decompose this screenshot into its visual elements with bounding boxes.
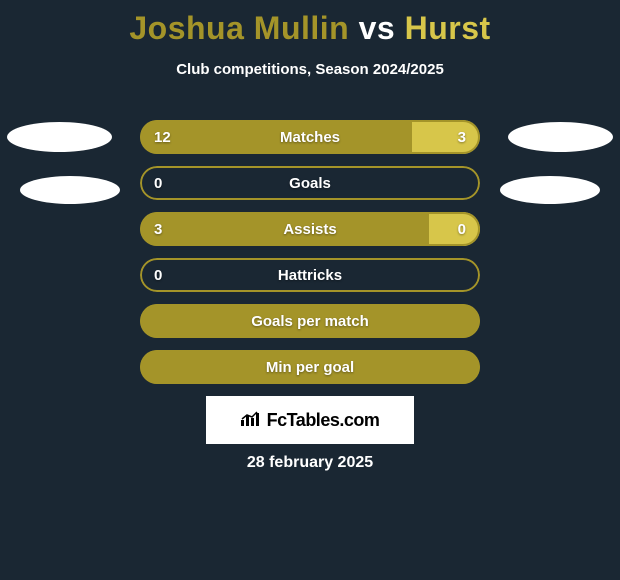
comparison-title: Joshua Mullin vs Hurst [0, 0, 620, 47]
bar-label: Min per goal [140, 350, 480, 384]
stat-bar-row: Assists3 0 [140, 212, 480, 246]
player2-avatar-placeholder-1 [508, 122, 613, 152]
snapshot-date: 28 february 2025 [0, 454, 620, 472]
player1-avatar-placeholder-2 [20, 176, 120, 204]
title-player1: Joshua Mullin [129, 10, 349, 46]
stat-bar-row: Hattricks0 [140, 258, 480, 292]
bar-value-player1: 0 [154, 258, 162, 292]
bar-label: Matches [140, 120, 480, 154]
chart-icon [241, 410, 261, 431]
stat-bars: Matches123Goals0Assists30Hattricks0Goals… [140, 120, 480, 396]
bar-value-player2: 3 [458, 120, 466, 154]
bar-label: Goals per match [140, 304, 480, 338]
subtitle: Club competitions, Season 2024/2025 [0, 61, 620, 78]
bar-value-player1: 3 [154, 212, 162, 246]
logo-text: FcTables.com [267, 410, 380, 431]
player1-avatar-placeholder-1 [7, 122, 112, 152]
bar-value-player1: 12 [154, 120, 171, 154]
player2-avatar-placeholder-2 [500, 176, 600, 204]
fctables-logo-badge: FcTables.com [206, 396, 414, 444]
bar-label: Assists [140, 212, 480, 246]
bar-value-player2: 0 [458, 212, 466, 246]
bar-label: Hattricks [140, 258, 480, 292]
stat-bar-row: Matches12 3 [140, 120, 480, 154]
stat-bar-row: Min per goal [140, 350, 480, 384]
stat-bar-row: Goals per match [140, 304, 480, 338]
title-vs: vs [359, 10, 396, 46]
title-player2: Hurst [405, 10, 491, 46]
bar-value-player1: 0 [154, 166, 162, 200]
bar-label: Goals [140, 166, 480, 200]
stat-bar-row: Goals0 [140, 166, 480, 200]
